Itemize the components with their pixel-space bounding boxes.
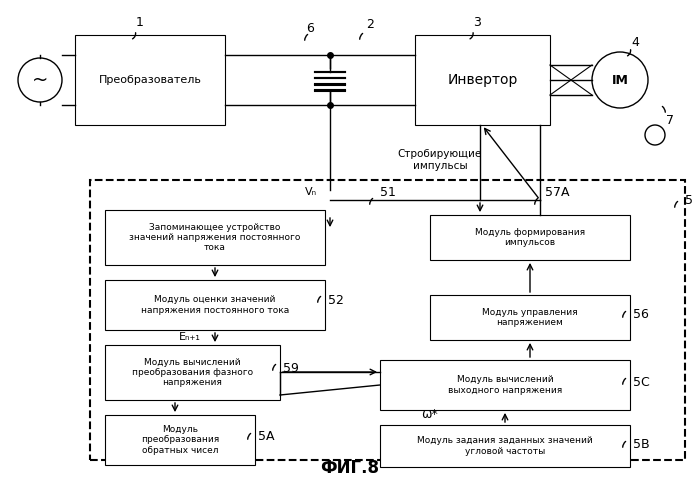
FancyBboxPatch shape	[105, 280, 325, 330]
Text: Стробирующие
импульсы: Стробирующие импульсы	[398, 149, 482, 171]
Text: 51: 51	[380, 186, 396, 199]
Text: Vₙ: Vₙ	[305, 187, 317, 197]
Text: 52: 52	[328, 294, 344, 307]
Text: 7: 7	[666, 113, 674, 126]
FancyBboxPatch shape	[380, 360, 630, 410]
FancyBboxPatch shape	[105, 210, 325, 265]
FancyBboxPatch shape	[75, 35, 225, 125]
Text: 6: 6	[306, 22, 314, 35]
Text: 5: 5	[685, 193, 693, 206]
Text: Модуль оценки значений
напряжения постоянного тока: Модуль оценки значений напряжения постоя…	[141, 295, 289, 315]
Text: IM: IM	[612, 73, 629, 86]
Text: Преобразователь: Преобразователь	[99, 75, 202, 85]
Text: 59: 59	[283, 362, 299, 375]
Text: Модуль управления
напряжением: Модуль управления напряжением	[482, 308, 578, 327]
Text: 1: 1	[136, 16, 144, 29]
Text: Модуль вычислений
преобразования фазного
напряжения: Модуль вычислений преобразования фазного…	[132, 358, 253, 388]
Text: 5B: 5B	[633, 439, 650, 452]
Text: ω*: ω*	[421, 409, 438, 421]
Text: 56: 56	[633, 308, 649, 321]
Text: Запоминающее устройство
значений напряжения постоянного
тока: Запоминающее устройство значений напряже…	[130, 223, 301, 253]
Text: ~: ~	[32, 70, 48, 90]
Text: 5A: 5A	[258, 430, 274, 443]
Text: 57A: 57A	[545, 186, 570, 199]
FancyBboxPatch shape	[105, 345, 280, 400]
FancyBboxPatch shape	[105, 415, 255, 465]
FancyBboxPatch shape	[415, 35, 550, 125]
FancyBboxPatch shape	[380, 425, 630, 467]
Text: 3: 3	[474, 16, 482, 29]
Text: Модуль задания заданных значений
угловой частоты: Модуль задания заданных значений угловой…	[417, 436, 593, 455]
Text: 2: 2	[366, 18, 374, 31]
Text: Модуль
преобразования
обратных чисел: Модуль преобразования обратных чисел	[141, 425, 219, 455]
Text: Инвертор: Инвертор	[447, 73, 518, 87]
FancyBboxPatch shape	[430, 295, 630, 340]
Text: 5C: 5C	[633, 375, 650, 388]
Text: Модуль формирования
импульсов: Модуль формирования импульсов	[475, 228, 585, 247]
Text: Модуль вычислений
выходного напряжения: Модуль вычислений выходного напряжения	[448, 375, 562, 395]
Text: Eₙ₊₁: Eₙ₊₁	[179, 332, 201, 342]
FancyBboxPatch shape	[430, 215, 630, 260]
Text: 4: 4	[631, 36, 639, 49]
Text: ФИГ.8: ФИГ.8	[321, 459, 379, 477]
